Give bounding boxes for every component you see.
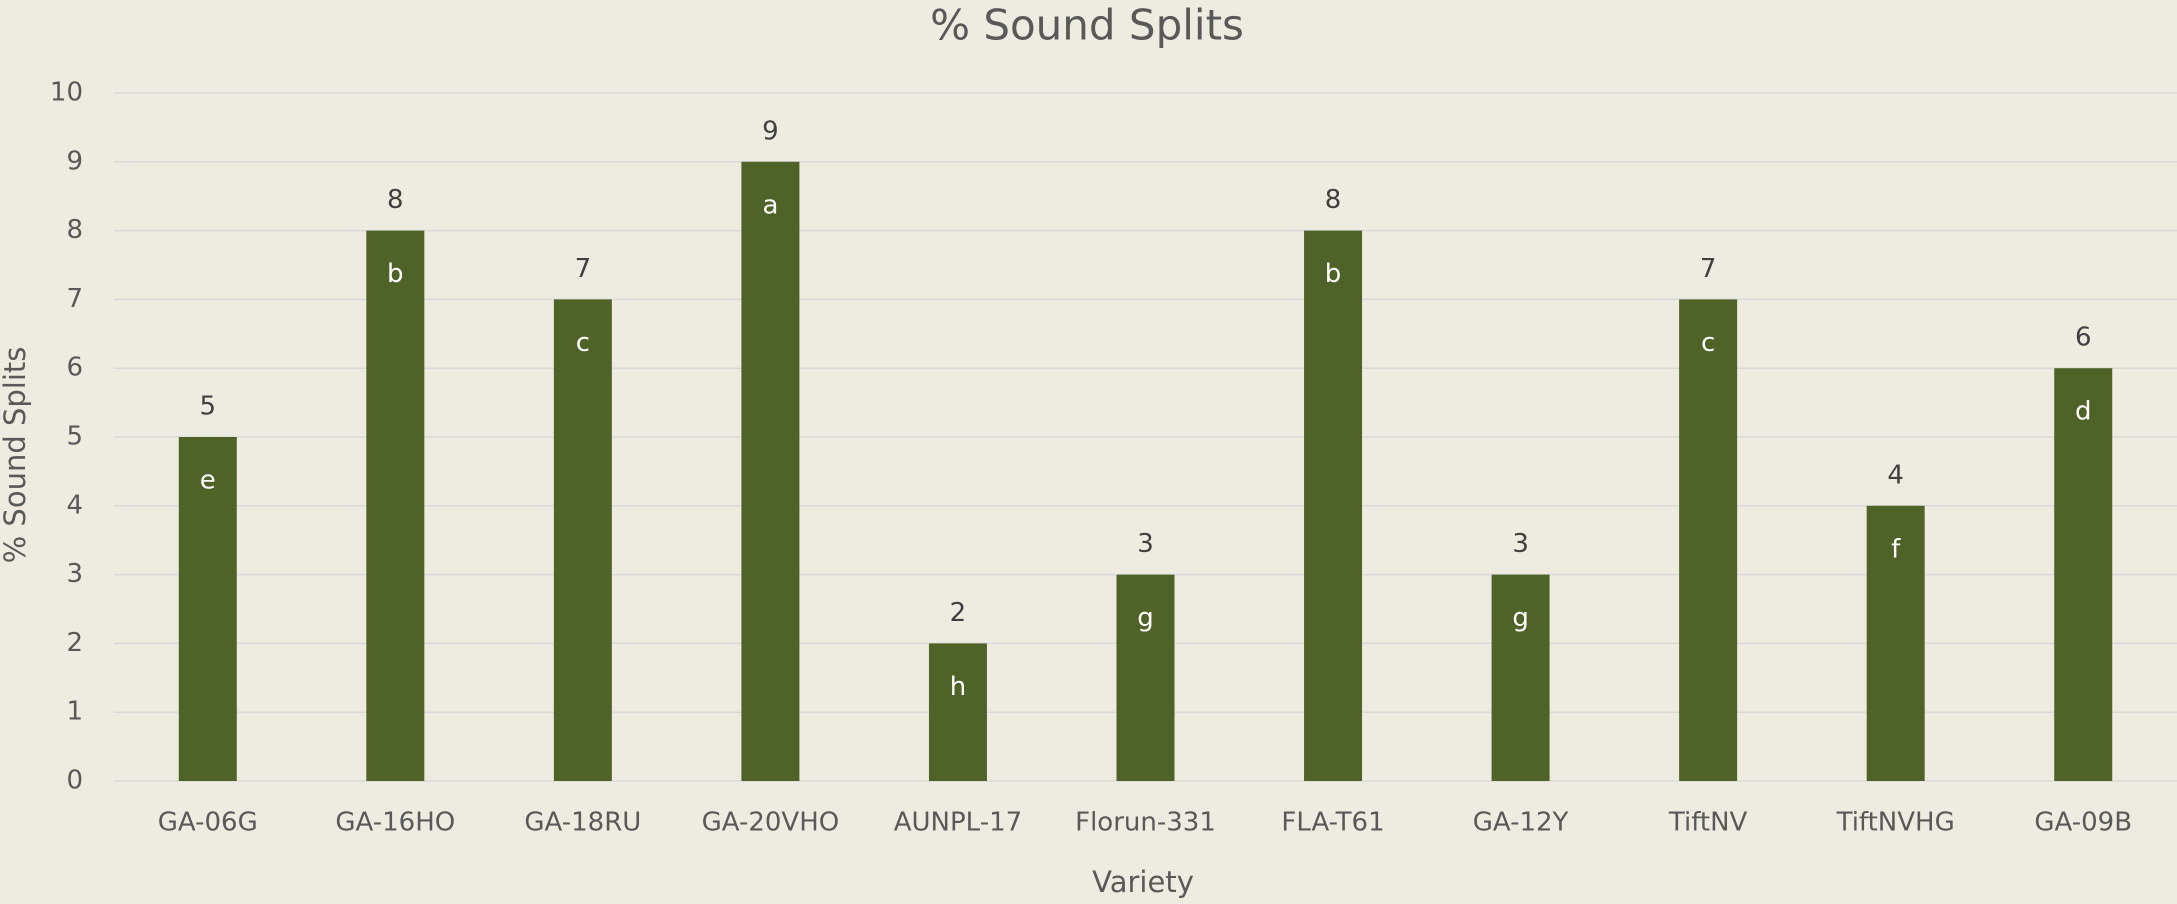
annotation-label: e (200, 466, 216, 496)
y-tick-label: 7 (66, 284, 83, 314)
bar (741, 161, 800, 782)
value-label: 8 (387, 185, 404, 215)
annotation-label: c (1701, 328, 1715, 358)
chart-title: % Sound Splits (930, 1, 1244, 50)
value-label: 8 (1325, 185, 1342, 215)
value-label: 9 (762, 116, 779, 146)
annotation-label: b (1325, 259, 1342, 289)
x-tick-label: TiftNV (1668, 808, 1748, 838)
annotation-label: h (950, 672, 966, 702)
annotation-label: b (387, 259, 404, 289)
y-tick-label: 6 (66, 353, 83, 383)
x-tick-label: GA-18RU (524, 808, 641, 838)
y-tick-label: 9 (66, 146, 83, 176)
bar (366, 230, 425, 782)
annotation-label: a (762, 190, 778, 220)
bar (1491, 574, 1550, 781)
value-label: 4 (1887, 460, 1904, 490)
bar (178, 437, 237, 781)
annotation-label: g (1512, 603, 1529, 633)
x-axis-label: Variety (1092, 865, 1194, 899)
x-tick-label: TiftNVHG (1836, 808, 1955, 838)
x-tick-label: GA-20VHO (702, 808, 840, 838)
bar (1866, 505, 1925, 781)
x-tick-label: AUNPL-17 (894, 808, 1022, 838)
bar (1679, 299, 1738, 781)
y-tick-label: 2 (66, 628, 83, 658)
x-tick-label: GA-12Y (1473, 808, 1569, 838)
y-tick-label: 8 (66, 215, 83, 245)
y-tick-label: 10 (50, 78, 83, 108)
x-tick-label: GA-16HO (335, 808, 455, 838)
y-tick-label: 0 (66, 766, 83, 796)
annotation-label: f (1891, 534, 1901, 564)
value-label: 6 (2075, 323, 2092, 353)
x-tick-label: Florun-331 (1075, 808, 1216, 838)
y-tick-label: 4 (66, 490, 83, 520)
annotation-label: g (1137, 603, 1154, 633)
value-label: 5 (199, 392, 216, 422)
value-label: 3 (1137, 529, 1154, 559)
value-label: 3 (1512, 529, 1529, 559)
y-tick-label: 3 (66, 559, 83, 589)
y-tick-label: 1 (66, 697, 83, 727)
bar (553, 299, 612, 781)
value-label: 7 (1700, 254, 1717, 284)
value-label: 7 (575, 254, 592, 284)
x-tick-label: GA-06G (158, 808, 258, 838)
y-axis-label: % Sound Splits (0, 347, 32, 564)
bar (928, 643, 987, 781)
bar (1116, 574, 1175, 781)
annotation-label: d (2075, 397, 2092, 427)
bar (1304, 230, 1363, 782)
x-tick-label: GA-09B (2034, 808, 2132, 838)
value-label: 2 (950, 598, 967, 628)
y-tick-label: 5 (66, 422, 83, 452)
annotation-label: c (576, 328, 590, 358)
bar (2054, 368, 2113, 781)
x-tick-label: FLA-T61 (1281, 808, 1384, 838)
